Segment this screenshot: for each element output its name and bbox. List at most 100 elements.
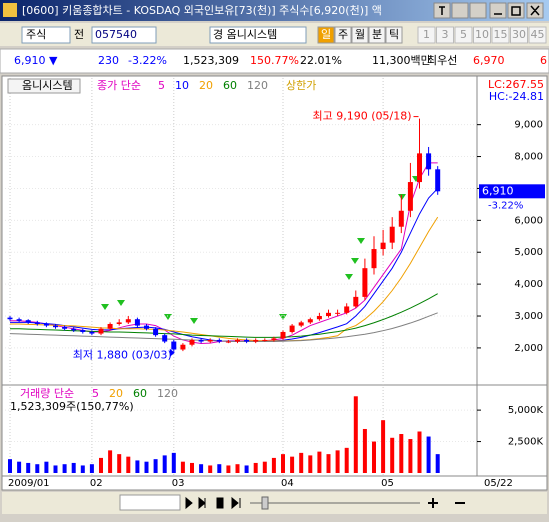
stock-name: 경 옴니시스템 xyxy=(213,28,277,41)
volume-bar xyxy=(199,464,204,473)
volume-bar xyxy=(217,464,222,473)
interval-label: 1 xyxy=(423,28,430,41)
candle-body xyxy=(344,306,350,313)
last-price-box xyxy=(479,184,545,199)
interval-button[interactable] xyxy=(417,26,436,44)
volume-bar xyxy=(353,396,358,473)
candle-body xyxy=(389,226,395,243)
volume-bar xyxy=(299,452,304,473)
volume-bar xyxy=(226,465,231,473)
play-buttons[interactable] xyxy=(185,496,241,510)
button-glyphs xyxy=(439,5,540,16)
zoom-thumb[interactable] xyxy=(261,496,269,510)
candle-body xyxy=(225,341,231,343)
candle-body xyxy=(107,323,113,329)
candle-body xyxy=(62,326,68,329)
candle-body xyxy=(89,331,95,334)
candle-body xyxy=(280,331,286,339)
candle-body xyxy=(298,322,304,326)
volume-bar xyxy=(89,464,94,473)
volume-bar xyxy=(271,457,276,473)
period-button[interactable] xyxy=(317,26,335,44)
candle-body xyxy=(371,249,377,269)
y-tick-label: 2,000 xyxy=(514,343,543,354)
interval-button[interactable] xyxy=(436,26,454,44)
minimize-button[interactable] xyxy=(489,2,507,19)
x-tick-label: 05 xyxy=(381,478,394,489)
interval-button[interactable] xyxy=(510,26,528,44)
volume-bar xyxy=(71,462,76,473)
volume-bar xyxy=(44,461,49,473)
interval-button[interactable] xyxy=(473,26,491,44)
period-button[interactable] xyxy=(351,26,369,44)
interval-label: 10 xyxy=(475,28,489,41)
info-value: -3.22% xyxy=(128,54,167,67)
x-tick-label: 2009/01 xyxy=(8,478,50,489)
candle-body xyxy=(316,316,322,320)
candle-body xyxy=(189,339,195,345)
chart-name: 옴니시스템 xyxy=(22,79,73,92)
candle-body xyxy=(253,339,259,342)
candle-body xyxy=(216,339,222,342)
candle-body xyxy=(435,169,441,192)
x-tick-label: 04 xyxy=(281,478,294,489)
info-value: 150.77% xyxy=(250,54,299,67)
button[interactable] xyxy=(469,2,487,19)
interval-button[interactable] xyxy=(454,26,473,44)
volume-bar xyxy=(180,461,185,473)
candle-body xyxy=(116,322,122,324)
volume-bar xyxy=(171,452,176,473)
interval-button[interactable] xyxy=(528,26,547,44)
volume-bar xyxy=(208,465,213,473)
info-value: 22.01% xyxy=(300,54,342,67)
legend-entry: 5 xyxy=(158,79,165,92)
candle-body xyxy=(398,210,404,227)
y-tick-label: 6,000 xyxy=(514,215,543,226)
candle-body xyxy=(326,312,331,317)
limit-label: 상한가 xyxy=(286,79,316,92)
legend-entry: 5 xyxy=(92,387,99,400)
period-button[interactable] xyxy=(334,26,352,44)
volume-bar xyxy=(390,437,395,473)
candle-body xyxy=(171,341,177,350)
scroll-track[interactable] xyxy=(119,494,181,511)
info-value: 최우선 xyxy=(427,54,457,67)
last-price: 6,910 xyxy=(482,184,514,197)
volume-bar xyxy=(108,450,113,473)
info-bar xyxy=(0,48,549,74)
y-tick-label: 5,000 xyxy=(514,247,543,258)
zoom-buttons[interactable] xyxy=(428,498,465,508)
high-note: 최고 9,190 (05/18) xyxy=(312,110,411,123)
code-input[interactable] xyxy=(91,26,157,44)
period-label: 분 xyxy=(372,28,382,41)
volume-bar xyxy=(317,451,322,473)
candle-body xyxy=(271,338,277,340)
title-bar xyxy=(0,0,549,21)
market-select[interactable] xyxy=(21,26,71,44)
volume-bar xyxy=(117,454,122,473)
interval-button[interactable] xyxy=(491,26,510,44)
period-button[interactable] xyxy=(368,26,386,44)
info-value: 6,970 xyxy=(473,54,505,67)
candle-body xyxy=(125,319,131,323)
button[interactable] xyxy=(451,2,469,19)
name-box[interactable] xyxy=(209,26,307,44)
volume-title: 거래량 단순 xyxy=(20,387,74,400)
candle-body xyxy=(71,328,77,331)
volume-bar xyxy=(335,450,340,473)
volume-bar xyxy=(253,462,258,473)
hc-label: HC:-24.81 xyxy=(489,90,544,103)
x-tick-label: 05/22 xyxy=(484,478,513,489)
legend-box xyxy=(7,78,81,94)
candle-body xyxy=(153,328,159,336)
y-tick-label: 2,500K xyxy=(508,437,544,448)
period-button[interactable] xyxy=(385,26,403,44)
y-tick-label: 8,000 xyxy=(514,152,543,163)
window-buttons[interactable] xyxy=(433,2,544,19)
volume-bar xyxy=(153,459,158,473)
candle-body xyxy=(426,153,432,170)
low-arrow xyxy=(169,348,175,357)
volume-summary: 1,523,309주(150,77%) xyxy=(10,400,134,413)
ma-line xyxy=(10,216,439,342)
interval-label: 30 xyxy=(512,28,526,41)
